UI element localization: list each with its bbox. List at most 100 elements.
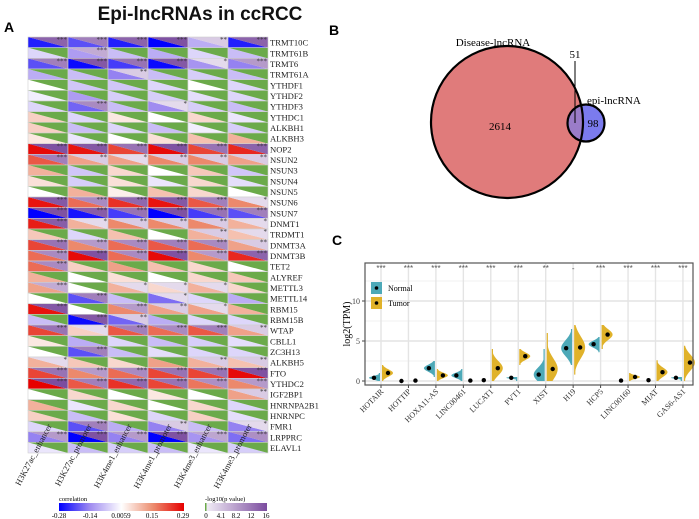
significance-stars: *** — [57, 196, 68, 204]
x-tick-label: GAS6-AS1 — [655, 387, 687, 419]
pvalue-triangle — [188, 250, 228, 261]
pvalue-triangle — [68, 239, 108, 251]
row-label-gene: ELAVL1 — [270, 443, 301, 453]
significance-label: *** — [459, 264, 468, 273]
correlation-triangle — [188, 229, 228, 240]
correlation-triangle — [148, 293, 188, 304]
pvalue-triangle — [28, 143, 68, 155]
significance-stars: * — [264, 228, 268, 236]
pvalue-triangle — [108, 143, 148, 155]
pvalue-triangle — [28, 357, 68, 368]
correlation-triangle — [228, 218, 268, 229]
correlation-triangle — [228, 410, 268, 421]
correlation-triangle — [228, 165, 268, 176]
correlation-triangle — [68, 101, 108, 112]
pvalue-triangle — [228, 165, 268, 176]
pvalue-triangle — [148, 389, 188, 400]
pvalue-triangle — [228, 314, 268, 325]
pvalue-triangle — [228, 367, 268, 379]
pvalue-triangle — [108, 389, 148, 400]
pvalue-triangle — [228, 261, 268, 272]
correlation-triangle — [28, 261, 68, 272]
pvalue-triangle — [28, 421, 68, 432]
significance-label: *** — [623, 264, 632, 273]
correlation-triangle — [68, 357, 108, 368]
heatmap: *** *** *** *** ** *** TRMT10C*** TRMT61B*** ***… — [13, 36, 319, 490]
correlation-triangle — [108, 293, 148, 304]
pvalue-triangle — [228, 239, 268, 251]
correlation-triangle — [148, 133, 188, 144]
row-label-gene: ALKBH3 — [270, 134, 304, 144]
significance-stars: *** — [177, 57, 188, 65]
pvalue-triangle — [68, 165, 108, 176]
pvalue-triangle — [188, 47, 228, 59]
venn-epi-count: 98 — [588, 118, 600, 130]
correlation-triangle — [148, 197, 188, 208]
heatmap-row: ALKBH1 — [27, 122, 304, 134]
significance-stars: *** — [217, 431, 228, 439]
correlation-triangle — [28, 442, 68, 453]
pvalue-triangle — [28, 314, 68, 325]
pvalue-triangle — [148, 314, 188, 325]
pvalue-triangle — [108, 133, 148, 144]
row-label-gene: HNRNPC — [270, 411, 305, 421]
pvalue-triangle — [108, 229, 148, 240]
pvalue-triangle — [68, 101, 108, 112]
pvalue-triangle — [148, 111, 188, 123]
heatmap-row: ** IGF2BP1 — [27, 388, 303, 400]
heatmap-cell — [227, 442, 269, 454]
correlation-triangle — [148, 186, 188, 197]
correlation-triangle — [108, 229, 148, 240]
pvalue-triangle — [148, 218, 188, 229]
row-label-gene: YTHDF3 — [270, 102, 303, 112]
significance-stars: ** — [260, 356, 268, 364]
x-tick-label: LINC00160 — [599, 387, 633, 421]
correlation-triangle — [188, 37, 228, 48]
significance-stars: *** — [257, 377, 268, 385]
significance-stars: ** — [180, 153, 188, 161]
pvalue-triangle — [148, 378, 188, 389]
x-tick-label: MIAT — [640, 387, 660, 407]
correlation-triangle — [188, 346, 228, 357]
row-label-gene: FTO — [270, 368, 286, 378]
correlation-triangle — [148, 410, 188, 421]
heatmap-row: *** *** *** *** * *** TRMT6 — [27, 57, 299, 70]
correlation-triangle — [68, 282, 108, 293]
row-label-gene: YTHDC2 — [270, 379, 304, 389]
pvalue-triangle — [148, 282, 188, 293]
pvalue-triangle — [148, 69, 188, 80]
significance-stars: ** — [140, 217, 148, 225]
correlation-triangle — [68, 186, 108, 197]
venn-epi-outline — [566, 103, 606, 143]
significance-stars: ** — [220, 228, 228, 236]
pvalue-triangle — [68, 37, 108, 48]
correlation-triangle — [108, 122, 148, 133]
x-tick-label: HCP5 — [585, 387, 605, 407]
correlation-triangle — [228, 58, 268, 69]
heatmap-row: HNRNPC — [27, 410, 305, 422]
pvalue-triangle — [108, 261, 148, 272]
correlation-triangle — [228, 442, 268, 453]
correlation-triangle — [108, 357, 148, 368]
violin-half-tumor — [574, 325, 586, 375]
pvalue-triangle — [228, 175, 268, 187]
pvalue-triangle — [68, 261, 108, 272]
pvalue-triangle — [148, 186, 188, 197]
significance-stars: *** — [57, 153, 68, 161]
pvalue-triangle — [28, 293, 68, 304]
pvalue-triangle — [228, 378, 268, 389]
pvalue-triangle — [68, 442, 108, 453]
significance-stars: *** — [257, 36, 268, 44]
pvalue-triangle — [28, 165, 68, 176]
y-tick-label: 5 — [356, 337, 360, 346]
correlation-triangle — [148, 346, 188, 357]
heatmap-row: *** *** *** *** *** ** DNMT3A — [27, 239, 307, 251]
mean-point-normal — [673, 375, 679, 380]
correlation-triangle — [228, 421, 268, 432]
pvalue-triangle — [108, 90, 148, 101]
significance-stars: *** — [97, 431, 108, 439]
pvalue-triangle — [228, 47, 268, 59]
heatmap-row: *** ZC3H13 — [27, 345, 300, 358]
row-label-gene: YTHDF1 — [270, 80, 303, 90]
heatmap-row: *** *** *** *** *** *** NSUN7 — [27, 207, 298, 219]
